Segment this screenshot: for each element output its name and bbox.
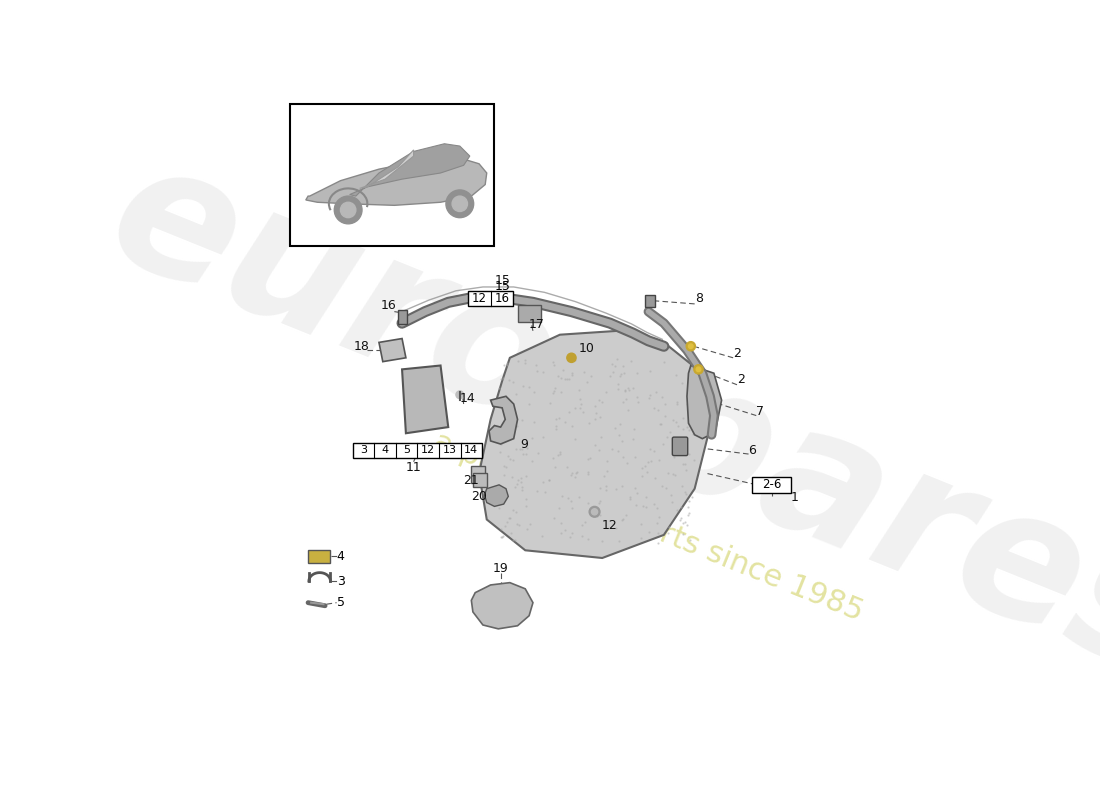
Text: 3: 3 (337, 574, 344, 587)
Text: 14: 14 (464, 445, 478, 455)
Circle shape (566, 353, 576, 362)
Polygon shape (484, 485, 508, 506)
Text: 11: 11 (406, 461, 421, 474)
Bar (353, 442, 482, 458)
Text: 12: 12 (472, 292, 486, 305)
Text: 7: 7 (756, 405, 764, 418)
Text: 10: 10 (579, 342, 595, 355)
Bar (646, 294, 654, 307)
Text: 18: 18 (353, 340, 370, 353)
Polygon shape (360, 150, 414, 188)
Bar (752, 477, 791, 493)
Bar (517, 306, 541, 322)
Text: 15: 15 (494, 274, 510, 287)
Polygon shape (403, 366, 449, 434)
Polygon shape (350, 144, 470, 196)
Text: 12: 12 (421, 445, 436, 455)
Text: 3: 3 (360, 445, 367, 455)
Circle shape (341, 202, 355, 218)
Circle shape (590, 506, 600, 517)
Circle shape (696, 367, 701, 372)
Text: 1: 1 (791, 491, 799, 505)
FancyBboxPatch shape (672, 437, 688, 455)
Polygon shape (472, 582, 534, 629)
Bar (469, 291, 513, 306)
Text: 20: 20 (471, 490, 487, 503)
Text: 9: 9 (520, 438, 528, 451)
Text: 14: 14 (460, 392, 475, 405)
Text: 16: 16 (495, 292, 509, 305)
Bar (308, 550, 330, 562)
Polygon shape (378, 338, 406, 362)
Circle shape (689, 344, 693, 349)
Polygon shape (306, 159, 486, 206)
Text: 12: 12 (602, 519, 618, 532)
Text: 15: 15 (494, 281, 510, 294)
Circle shape (455, 391, 464, 398)
Text: 2-6: 2-6 (762, 478, 781, 491)
Text: 8: 8 (695, 292, 703, 305)
Polygon shape (686, 366, 722, 438)
Polygon shape (490, 396, 517, 444)
Text: 4: 4 (382, 445, 388, 455)
Text: 6: 6 (748, 444, 757, 457)
Circle shape (694, 365, 703, 374)
Text: 17: 17 (529, 318, 544, 331)
Text: 21: 21 (463, 474, 480, 487)
Circle shape (592, 509, 597, 515)
Circle shape (452, 196, 468, 211)
Text: 2: 2 (737, 373, 745, 386)
Bar (398, 310, 407, 324)
Text: 4: 4 (337, 550, 344, 563)
Bar (472, 466, 485, 482)
Polygon shape (480, 331, 711, 558)
Circle shape (686, 342, 695, 351)
Text: 19: 19 (493, 562, 508, 575)
Text: a passion for parts since 1985: a passion for parts since 1985 (429, 427, 868, 627)
Bar (290, 104, 495, 246)
Text: 2: 2 (733, 347, 741, 361)
Bar (473, 474, 486, 487)
Circle shape (446, 190, 474, 218)
Text: 16: 16 (381, 299, 396, 312)
Text: 5: 5 (404, 445, 410, 455)
Circle shape (334, 196, 362, 224)
Text: 13: 13 (443, 445, 456, 455)
Text: 5: 5 (337, 596, 344, 609)
Text: eurospares: eurospares (87, 124, 1100, 714)
